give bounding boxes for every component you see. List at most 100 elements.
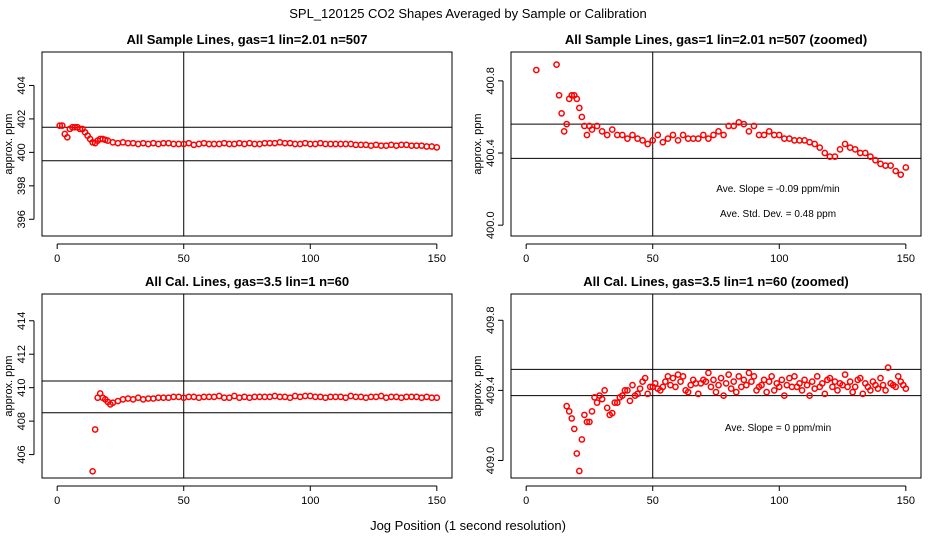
chart-3-x-tick-label: 100 [770,495,788,507]
chart-1-data-point [816,144,824,151]
chart-3-data-point [694,390,702,398]
chart-1-y-tick-label: 400.8 [485,67,497,95]
chart-2-y-tick-label: 410 [16,378,28,396]
chart-3-data-point [796,380,803,387]
chart-1-points [532,61,910,179]
chart-2-plot-frame [41,293,453,479]
chart-0-y-tick-label: 396 [16,210,28,228]
chart-3-data-point [884,364,892,371]
chart-0-x-tick-label: 100 [301,253,319,265]
chart-2-x-tick-label: 0 [54,495,60,507]
chart-3-data-point [808,378,816,385]
chart-3-data-point [727,385,735,392]
chart-2-x-tick-label: 100 [301,495,319,507]
chart-1-y-tick-label: 400.4 [485,139,497,167]
chart-2-x-tick-label: 50 [178,495,190,507]
chart-0-y-tick-label: 398 [16,177,28,195]
chart-3-data-point [581,411,588,419]
chart-0-y-tick-label: 402 [16,110,28,128]
chart-3-data-point [593,399,601,406]
chart-1-data-point [821,149,829,157]
chart-1-data-point [867,153,874,160]
chart-1-y-axis-label: approx. ppm [472,113,484,174]
chart-1-data-point [629,131,636,139]
chart-2-data-point [433,394,441,402]
chart-3-data-point [646,383,654,391]
chart-1-data-point [861,149,869,157]
chart-1-data-point [558,109,565,117]
chart-1-data-point [775,131,783,139]
chart-3-data-point [715,381,722,389]
chart-1-data-point [811,140,819,148]
chart-1-data-point [563,120,571,128]
chart-3-data-point [735,373,743,380]
chart-1-data-point [715,128,722,135]
chart-3-data-point [778,376,786,384]
chart-1-data-point [583,131,591,139]
chart-3-data-point [624,387,631,394]
chart-3-data-point [834,387,841,394]
chart-3-data-point [702,378,710,385]
chart-3-data-point [758,381,765,389]
chart-3-data-point [818,380,826,387]
chart-3-data-point [826,374,834,382]
chart-3-data-point [586,418,593,426]
chart-1-data-point [639,137,646,144]
chart-3-data-point [659,383,667,391]
chart-3-y-axis-label: approx. ppm [472,355,484,416]
chart-0-x-tick-label: 0 [54,253,60,265]
chart-0-data-point [63,133,71,141]
chart-1-data-point [674,137,682,144]
chart-0-x-tick-label: 50 [178,253,190,265]
chart-1-data-point [699,131,707,139]
panel-cal-lines-zoomed: All Cal. Lines, gas=3.5 lin=1 n=60 (zoom… [472,274,922,507]
chart-3-data-point [563,402,571,410]
chart-1-data-point [573,95,581,103]
chart-1-title: All Sample Lines, gas=1 lin=2.01 n=507 (… [565,32,867,47]
chart-1-x-tick-label: 0 [523,253,529,265]
chart-1-data-point [659,138,667,146]
chart-3-data-point [705,369,712,377]
chart-1-data-point [745,128,753,135]
chart-2-y-tick-label: 406 [16,445,28,463]
chart-3-data-point [613,399,621,406]
chart-3-data-point [679,373,687,380]
chart-3-data-point [710,376,717,384]
chart-1-data-point [664,135,672,142]
chart-3-data-point [712,388,720,396]
chart-2-y-axis-label: approx. ppm [3,355,15,416]
chart-3-data-point [806,392,813,399]
chart-3-data-point [626,397,634,405]
chart-1-data-point [730,122,738,130]
chart-0-data-point [433,143,441,151]
chart-1-data-point [705,135,712,142]
chart-3-x-tick-label: 150 [897,495,915,507]
chart-2-y-tick-label: 408 [16,412,28,430]
chart-1-data-point [902,164,910,171]
chart-3-data-point [621,387,629,394]
chart-3-data-point [588,408,596,415]
chart-3-points [563,364,910,475]
chart-3-x-tick-label: 50 [647,495,659,507]
chart-3-data-point [856,374,864,382]
chart-3-data-point [644,390,652,398]
chart-3-data-point [578,436,586,443]
chart-3-y-tick-label: 409.4 [485,377,497,405]
panel-sample-lines: All Sample Lines, gas=1 lin=2.01 n=507 0 5… [3,32,453,265]
chart-3-data-point [634,390,641,398]
chart-1-annotation: Ave. Slope = -0.09 ppm/min [716,184,840,195]
chart-1-data-point [568,91,576,99]
chart-2-y-tick-label: 412 [16,345,28,363]
chart-1-data-point [532,66,540,74]
figure-x-axis-label: Jog Position (1 second resolution) [370,518,566,533]
chart-3-data-point [636,385,644,392]
chart-0-x-tick-label: 150 [428,253,446,265]
chart-3-data-point [570,425,578,433]
chart-1-data-point [603,131,611,139]
chart-3-data-point [575,467,583,475]
chart-3-data-point [717,374,725,382]
chart-3-data-point [750,373,758,380]
chart-3-data-point [821,390,829,398]
chart-1-data-point [588,126,596,133]
